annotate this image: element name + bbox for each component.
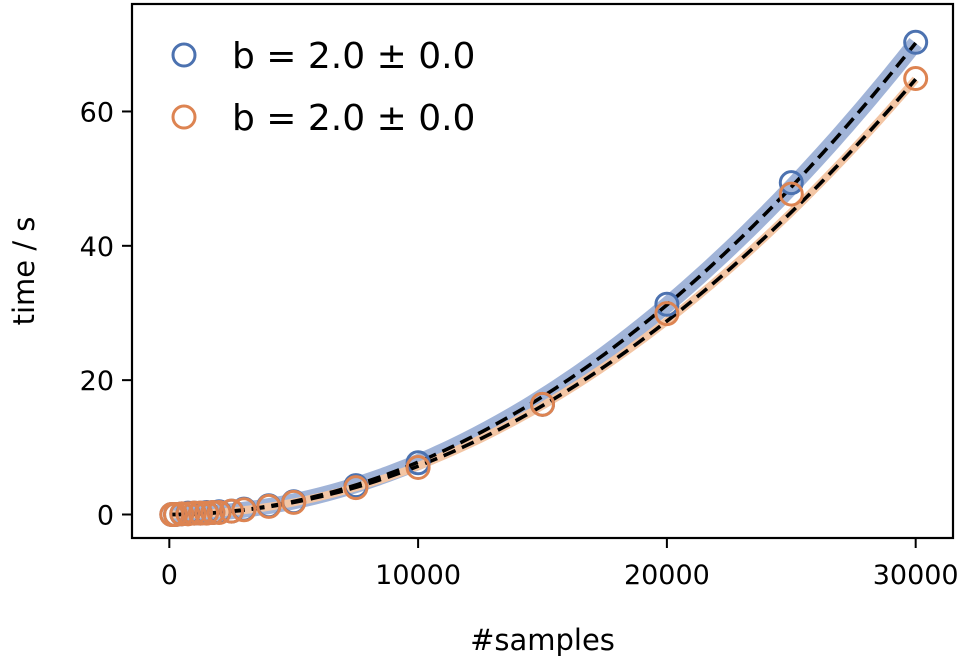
x-tick-label: 10000 [375, 560, 461, 591]
x-axis-ticks: 0 10000 20000 30000 [161, 538, 959, 591]
legend-marker-1 [171, 104, 197, 130]
data-point-series-1 [778, 181, 804, 207]
data-point-series-1 [181, 500, 207, 526]
y-tick-label: 0 [97, 500, 114, 531]
legend-label-0: b = 2.0 ± 0.0 [232, 36, 475, 77]
data-point-series-1 [169, 501, 195, 527]
data-point-series-1 [654, 301, 680, 327]
x-tick-label: 0 [161, 560, 178, 591]
data-point-series-0 [654, 291, 680, 317]
y-tick-label: 20 [80, 366, 114, 397]
data-point-series-1 [256, 493, 282, 519]
data-point-series-0 [778, 170, 804, 196]
data-point-series-1 [219, 498, 245, 524]
x-tick-label: 30000 [873, 560, 959, 591]
data-point-series-1 [281, 489, 307, 515]
x-tick-label: 20000 [624, 560, 710, 591]
y-tick-label: 40 [80, 232, 114, 263]
legend-label-1: b = 2.0 ± 0.0 [232, 98, 475, 139]
data-point-series-1 [405, 454, 431, 480]
data-point-series-1 [187, 500, 213, 526]
data-point-series-1 [231, 497, 257, 523]
data-point-series-1 [206, 499, 232, 525]
fit-band-1 [171, 76, 919, 519]
plot-frame [130, 2, 955, 540]
fit-lines [171, 41, 918, 517]
fit-line-1 [171, 78, 918, 517]
data-point-series-0 [903, 29, 929, 55]
x-axis-label: #samples [470, 623, 615, 657]
data-point-series-1 [200, 499, 226, 525]
y-axis-ticks: 0 20 40 60 [80, 97, 132, 531]
y-axis-label: time / s [7, 217, 41, 326]
legend: b = 2.0 ± 0.0 b = 2.0 ± 0.0 [171, 36, 475, 139]
data-point-series-1 [343, 475, 369, 501]
y-tick-label: 60 [80, 97, 114, 128]
data-point-series-1 [530, 391, 555, 417]
data-points [159, 29, 929, 527]
legend-marker-0 [171, 42, 197, 68]
data-point-series-1 [903, 66, 929, 92]
